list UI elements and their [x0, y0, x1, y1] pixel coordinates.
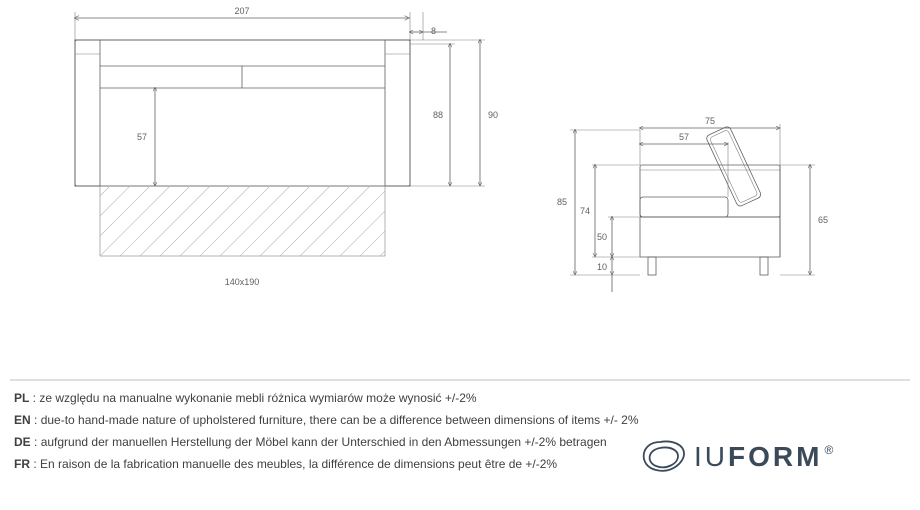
logo-mark-icon [644, 442, 684, 471]
note-text-2: aufgrund der manuellen Herstellung der M… [41, 435, 607, 449]
note-text-1: due-to hand-made nature of upholstered f… [41, 413, 639, 427]
dim-top-h88: 88 [433, 110, 443, 120]
dim-side-depth57: 57 [679, 132, 689, 142]
note-text-0: ze względu na manualne wykonanie mebli r… [39, 391, 477, 405]
logo-text-right: FORM [728, 441, 822, 472]
svg-text:PL : ze względu na manualne wy: PL : ze względu na manualne wykonanie me… [14, 391, 477, 405]
note-text-3: En raison de la fabrication manuelle des… [40, 457, 557, 471]
side-view: 75 57 85 74 50 10 65 [557, 116, 828, 292]
dim-side-h85: 85 [557, 197, 567, 207]
svg-text:IUFORM®: IUFORM® [694, 441, 836, 472]
top-view: 207 8 57 88 90 [75, 6, 498, 287]
dim-side-h10: 10 [597, 262, 607, 272]
mattress-label: 140x190 [225, 277, 260, 287]
notes-block: PL : ze względu na manualne wykonanie me… [14, 391, 639, 471]
dim-top-h90: 90 [488, 110, 498, 120]
dim-side-depth75: 75 [705, 116, 715, 126]
logo-registered: ® [824, 443, 836, 457]
dim-top-width: 207 [234, 6, 249, 16]
note-lang-3: FR [14, 457, 30, 471]
svg-text:EN : due-to hand-made nature o: EN : due-to hand-made nature of upholste… [14, 413, 639, 427]
dim-side-h50: 50 [597, 232, 607, 242]
dim-top-inner-depth: 57 [137, 132, 147, 142]
note-lang-1: EN [14, 413, 31, 427]
dim-side-h65: 65 [818, 215, 828, 225]
mattress-outline: 140x190 [100, 186, 385, 287]
dim-side-h74: 74 [580, 206, 590, 216]
note-lang-2: DE [14, 435, 31, 449]
dim-top-gap: 8 [431, 26, 436, 36]
svg-text:DE : aufgrund der manuellen He: DE : aufgrund der manuellen Herstellung … [14, 435, 607, 449]
logo-text-left: IU [694, 441, 728, 472]
note-lang-0: PL [14, 391, 29, 405]
brand-logo: IUFORM® [644, 441, 837, 472]
svg-text:FR : En raison de la fabricati: FR : En raison de la fabrication manuell… [14, 457, 557, 471]
